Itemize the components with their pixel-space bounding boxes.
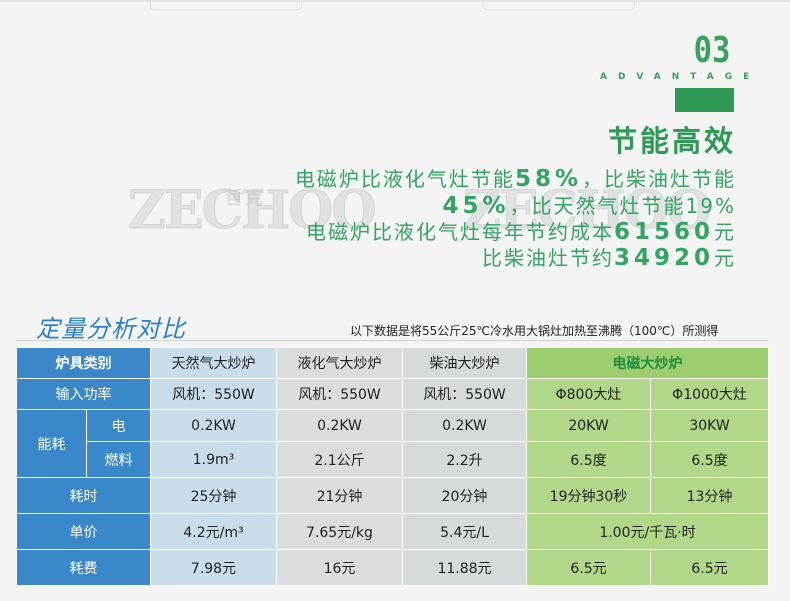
table-cell: 2.2升: [402, 441, 527, 478]
section-subtitle: ADVANTAGE: [600, 72, 761, 82]
paragraph-line: 电磁炉比液化气灶节能58%，比柴油灶节能: [294, 166, 736, 192]
table-cell: 天然气大炒炉: [150, 347, 277, 379]
table-cell: 炉具类别: [16, 347, 151, 379]
table-cell: 6.5元: [650, 549, 769, 586]
table-cell: 燃料: [86, 441, 151, 478]
paragraph-line: 45%，比天然气灶节能19%: [442, 193, 736, 219]
table-row: 燃料 1.9m³ 2.1公斤 2.2升 6.5度 6.5度: [17, 441, 769, 478]
paragraph-line: 比柴油灶节约34920元: [481, 245, 736, 271]
table-cell: 7.98元: [150, 549, 277, 586]
table-cell: 6.5元: [526, 549, 651, 586]
table-cell: 耗费: [16, 549, 151, 586]
comparison-table: 炉具类别 天然气大炒炉 液化气大炒炉 柴油大炒炉 电磁大炒炉 输入功率 风机：5…: [16, 347, 769, 586]
table-cell: 13分钟: [650, 477, 769, 514]
table-cell: 风机：550W: [150, 378, 277, 410]
table-row: 单价 4.2元/m³ 7.65元/kg 5.4元/L 1.00元/千瓦·时: [16, 513, 769, 550]
table-cell: 11.88元: [402, 549, 527, 586]
table-cell: Φ1000大灶: [650, 378, 769, 410]
table-cell: 风机：550W: [276, 378, 403, 410]
table-cell: 输入功率: [16, 378, 151, 410]
table-cell: 能耗: [16, 409, 87, 478]
watermark-logo: ZECHOO: [463, 180, 713, 242]
decorative-frame: [150, 0, 302, 10]
table-cell: 6.5度: [526, 441, 651, 478]
table-row: 耗时 25分钟 21分钟 20分钟 19分钟30秒 13分钟: [16, 477, 769, 514]
paragraph-line: 电磁炉比液化气灶每年节约成本61560元: [305, 219, 736, 245]
table-cell: 21分钟: [276, 477, 403, 514]
section-number: 03: [693, 30, 731, 71]
table-row: 耗费 7.98元 16元 11.88元 6.5元 6.5元: [16, 549, 769, 586]
table-cell: 2.1公斤: [276, 441, 403, 478]
table-cell: 0.2KW: [402, 409, 527, 442]
table-row: 输入功率 风机：550W 风机：550W 风机：550W Φ800大灶 Φ100…: [16, 378, 769, 410]
table-cell: 1.00元/千瓦·时: [526, 513, 769, 550]
table-cell: 单价: [16, 513, 151, 550]
table-cell: 电磁大炒炉: [526, 347, 769, 379]
table-cell: 30KW: [650, 409, 769, 442]
table-row: 炉具类别 天然气大炒炉 液化气大炒炉 柴油大炒炉 电磁大炒炉: [16, 347, 769, 379]
table-cell: 7.65元/kg: [276, 513, 403, 550]
accent-block: [675, 88, 734, 112]
table-cell: 液化气大炒炉: [276, 347, 403, 379]
table-cell: 1.9m³: [150, 441, 277, 478]
table-cell: 16元: [276, 549, 403, 586]
table-cell: 风机：550W: [402, 378, 527, 410]
table-cell: 19分钟30秒: [526, 477, 651, 514]
watermark-cn: 哲克: [225, 188, 265, 209]
table-cell: 4.2元/m³: [150, 513, 277, 550]
table-cell: 电: [86, 409, 151, 442]
table-cell: 5.4元/L: [402, 513, 527, 550]
table-cell: 20分钟: [402, 477, 527, 514]
section-title: 定量分析对比: [36, 315, 186, 343]
table-cell: 0.2KW: [276, 409, 403, 442]
watermark-logo: ZECHOO: [128, 180, 378, 242]
headline: 节能高效: [607, 124, 736, 158]
section-note: 以下数据是将55公斤25℃冷水用大锅灶加热至沸腾（100℃）所测得: [350, 324, 719, 338]
decorative-frame: [483, 0, 635, 10]
table-cell: Φ800大灶: [526, 378, 651, 410]
table-cell: 25分钟: [150, 477, 277, 514]
table-cell: 6.5度: [650, 441, 769, 478]
table-cell: 0.2KW: [150, 409, 277, 442]
top-border: [0, 0, 790, 2]
table-row: 能耗 电 0.2KW 0.2KW 0.2KW 20KW 30KW: [16, 409, 769, 478]
table-cell: 20KW: [526, 409, 651, 442]
table-cell: 柴油大炒炉: [402, 347, 527, 379]
table-cell: 耗时: [16, 477, 151, 514]
divider: [16, 340, 768, 341]
